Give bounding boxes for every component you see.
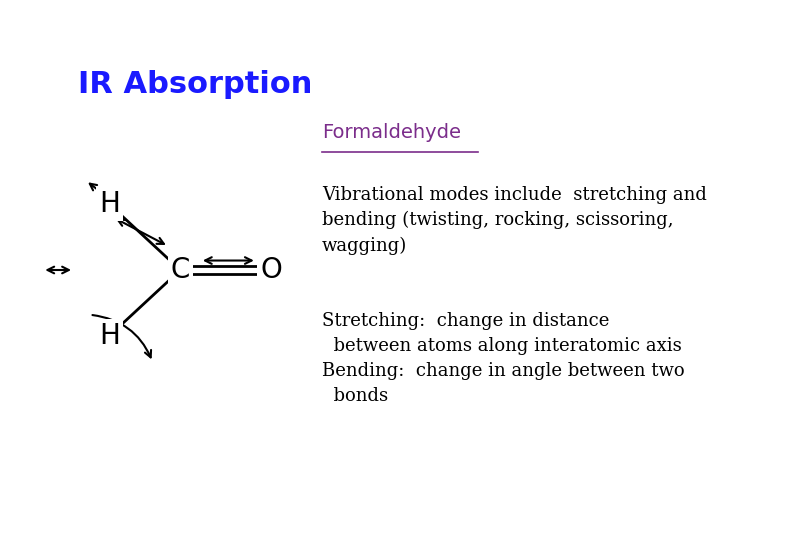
Text: C: C [171,256,190,284]
Text: H: H [99,322,120,350]
Text: Vibrational modes include  stretching and
bending (twisting, rocking, scissoring: Vibrational modes include stretching and… [322,186,707,254]
Text: O: O [260,256,282,284]
Text: IR Absorption: IR Absorption [78,70,312,99]
Text: H: H [99,190,120,218]
Text: Formaldehyde: Formaldehyde [322,123,461,141]
Text: Stretching:  change in distance
  between atoms along interatomic axis
Bending: : Stretching: change in distance between a… [322,312,684,405]
